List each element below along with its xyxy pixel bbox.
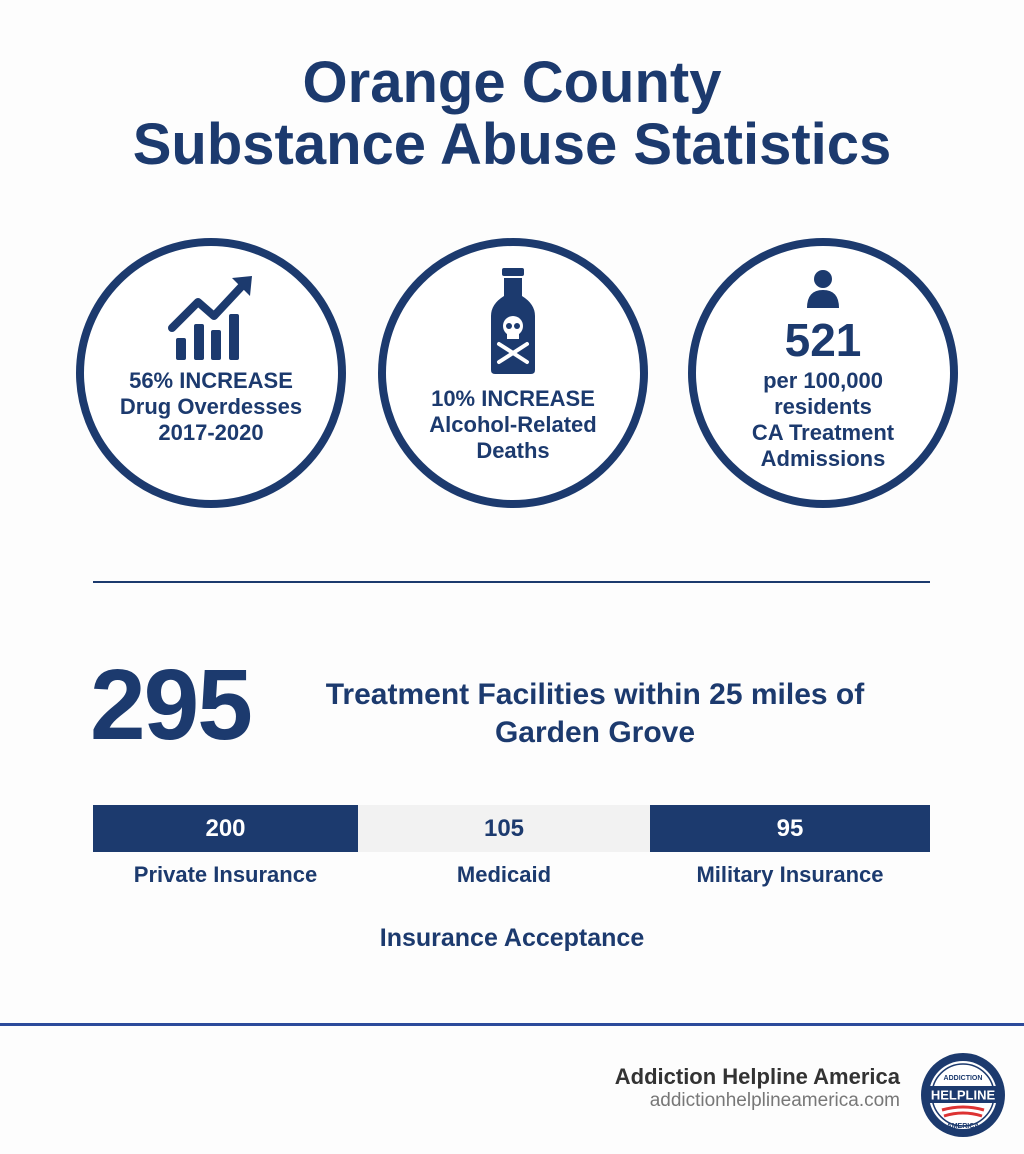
stat-circle-alcohol: 10% INCREASE Alcohol-Related Deaths [378,238,648,508]
facility-line-1: Treatment Facilities within 25 miles of [325,678,865,711]
segment-military-insurance: 95 [650,805,930,852]
insurance-title: Insurance Acceptance [379,924,645,952]
stat-label-2: Deaths [476,438,550,463]
brand-url[interactable]: addictionhelplineamerica.com [649,1090,900,1111]
svg-text:HELPLINE: HELPLINE [931,1088,996,1103]
stat-label: per 100,000 [763,368,883,393]
stat-label: Drug Overdesses [119,394,303,419]
title-line-2: Substance Abuse Statistics [132,112,892,177]
poison-bottle-icon [491,268,535,374]
label-medicaid: Medicaid [456,862,552,887]
footer-brand: Addiction Helpline America addictionhelp… [615,1064,900,1112]
page-title: Orange County Substance Abuse Statistics [0,52,1024,176]
divider [93,581,930,583]
helpline-logo: HELPLINE ADDICTION AMERICA [921,1053,1005,1137]
stat-label: Alcohol-Related [429,412,597,437]
stat-label-4: Admissions [760,446,886,471]
brand-name: Addiction Helpline America [614,1064,900,1089]
segment-medicaid: 105 [358,805,650,852]
stat-headline: 10% INCREASE [431,386,595,411]
label-military-insurance: Military Insurance [696,862,884,887]
stat-circle-admissions: 521 per 100,000 residents CA Treatment A… [688,238,958,508]
segment-private-insurance: 200 [93,805,358,852]
person-icon [807,270,839,308]
svg-text:ADDICTION: ADDICTION [944,1075,983,1082]
title-line-1: Orange County [302,50,722,115]
stat-period: 2017-2020 [158,420,264,445]
stat-circle-overdoses: 56% INCREASE Drug Overdesses 2017-2020 [76,238,346,508]
footer-rule [0,1023,1024,1026]
stat-label-2: residents [774,394,872,419]
facility-line-2: Garden Grove [494,716,696,749]
label-private-insurance: Private Insurance [133,862,318,887]
svg-text:AMERICA: AMERICA [947,1123,980,1130]
stat-number: 521 [784,314,862,366]
chart-increase-icon [168,276,252,360]
facility-description: Treatment Facilities within 25 miles of … [290,676,900,752]
facility-count: 295 [90,649,253,761]
stat-headline: 56% INCREASE [129,368,293,393]
stat-label-3: CA Treatment [751,420,895,445]
